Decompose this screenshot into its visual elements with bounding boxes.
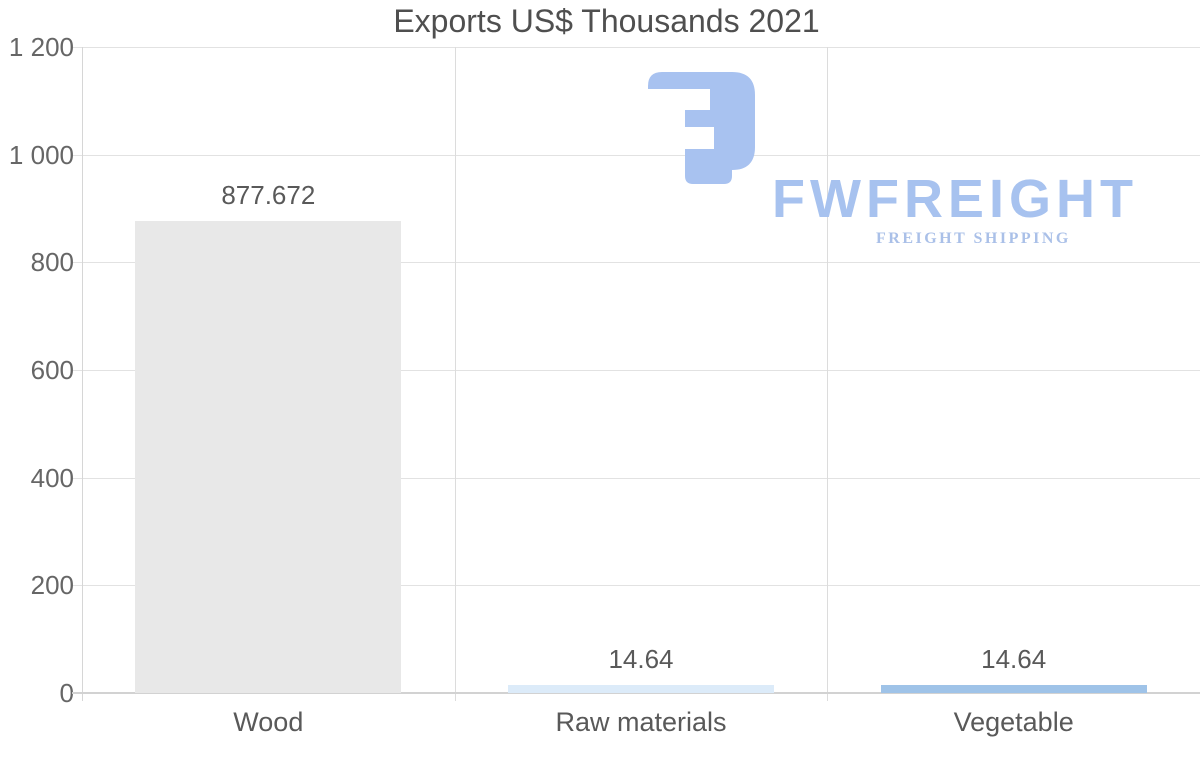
- y-gridline: [72, 477, 1200, 479]
- category-separator-line: [827, 47, 829, 701]
- y-gridline: [72, 47, 1200, 48]
- y-axis-tick-label: 600: [30, 355, 74, 385]
- fwfreight-logo-icon: [648, 72, 755, 184]
- watermark-logo: FWFREIGHT FREIGHT SHIPPING: [648, 72, 1158, 247]
- bar-raw-materials[interactable]: [508, 685, 774, 693]
- x-axis-line: [72, 692, 1200, 694]
- y-gridline: [72, 370, 1200, 371]
- watermark-tagline-text: FREIGHT SHIPPING: [876, 230, 1071, 247]
- x-axis-label-raw-materials: Raw materials: [555, 707, 727, 737]
- y-axis-line: [82, 47, 83, 701]
- y-gridline: [72, 154, 1200, 156]
- chart-title: Exports US$ Thousands 2021: [393, 3, 820, 39]
- value-label-raw-materials: 14.64: [608, 644, 674, 675]
- y-axis-tick-label: 1 000: [8, 139, 74, 170]
- y-axis-tick-label: 800: [30, 247, 74, 278]
- watermark-brand-text: FWFREIGHT: [772, 169, 1138, 229]
- value-label-wood: 877.672: [221, 179, 316, 210]
- x-axis-label-vegetable: Vegetable: [953, 707, 1074, 737]
- bar-vegetable[interactable]: [880, 685, 1147, 693]
- y-axis-tick-label: 400: [30, 462, 74, 493]
- y-axis-tick-label: 1 200: [8, 32, 74, 62]
- y-axis-tick-label: 200: [30, 570, 74, 601]
- bar-wood[interactable]: [135, 220, 402, 693]
- y-gridline: [72, 262, 1200, 264]
- x-axis-label-wood: Wood: [233, 707, 304, 737]
- category-separator-line: [454, 47, 456, 701]
- y-axis-tick-label: 0: [59, 678, 74, 708]
- y-gridline: [72, 585, 1200, 587]
- value-label-vegetable: 14.64: [981, 644, 1047, 675]
